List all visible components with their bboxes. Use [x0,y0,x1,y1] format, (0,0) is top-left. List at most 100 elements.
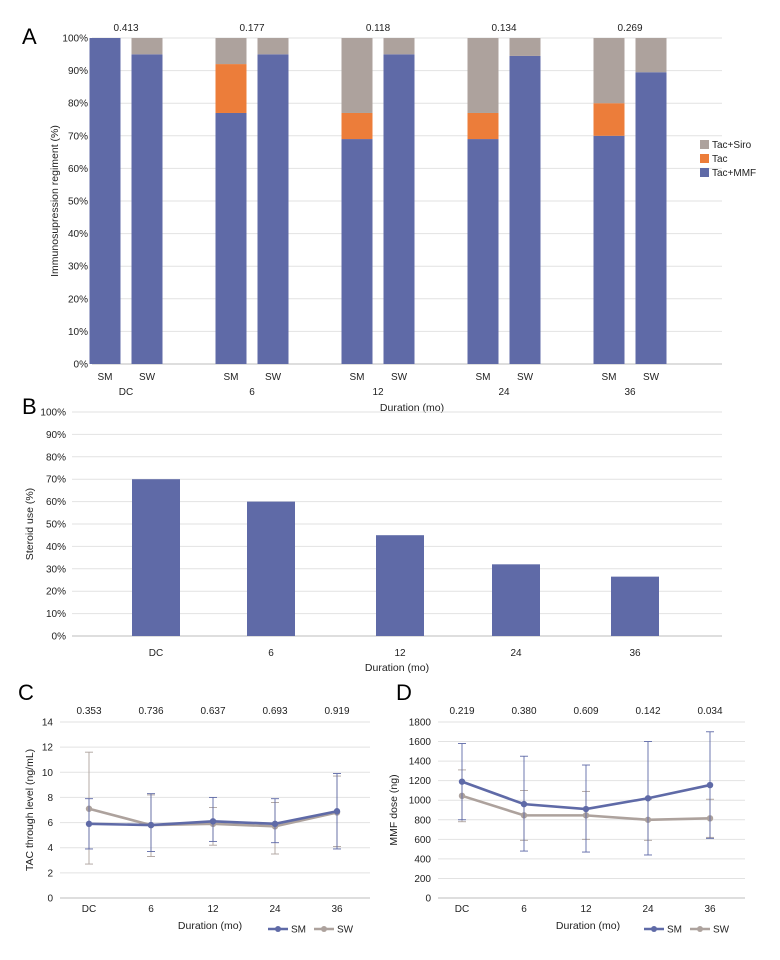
x-tick-label: 36 [331,904,343,915]
group-label: DC [119,387,133,398]
legend-swatch [700,168,709,177]
y-tick-label: 50% [46,520,66,531]
x-tick-label: 6 [148,904,154,915]
y-axis-title: Immunosupression regiment (%) [49,125,61,277]
legend-label: Tac+Siro [712,140,752,151]
legend-label: Tac [712,154,728,165]
x-tick-label: DC [149,648,163,659]
y-tick-label: 2 [47,868,53,879]
bar-segment-tac-siro [131,38,163,55]
y-tick-label: 1200 [409,776,432,787]
p-value-label: 0.142 [635,706,660,717]
x-tick-label: 12 [394,648,406,659]
panel-letter-d: D [396,680,412,705]
y-tick-label: 0% [52,632,67,643]
y-tick-label: 50% [68,197,88,208]
y-tick-label: 80% [46,452,66,463]
group-label: 36 [624,387,636,398]
bar-segment-tac-siro [341,38,373,113]
panel-a-stacked-bar-chart: 0% 10% 20% 30% 40% 50% 60% 70% 80% 90% 100% SM SW DC 0… [49,23,756,414]
y-tick-label: 4 [47,843,53,854]
y-tick-label: 0 [425,894,431,905]
panel-c-line-chart: 02468101214DC0.35360.736120.637240.69336… [24,706,370,936]
y-tick-label: 600 [414,835,431,846]
y-tick-label: 80% [68,99,88,110]
p-value-label: 0.637 [200,706,225,717]
y-tick-label: 60% [46,497,66,508]
p-value-label: 0.413 [113,23,138,34]
data-point-sm [706,781,714,789]
p-value-label: 0.134 [491,23,516,34]
panel-d-line-chart: 0 200 400 600 800 1000 1200 1400 1600 1800 DC 0.219… [388,706,745,936]
y-tick-label: 20% [46,587,66,598]
x-tick-label: 24 [510,648,522,659]
bar-label: SW [139,372,156,383]
data-point-sm [271,820,279,828]
p-value-label: 0.269 [617,23,642,34]
bar-segment-tac-mmf [509,55,541,365]
bar-label: SM [224,372,239,383]
bar-segment-tac-mmf [257,54,289,365]
x-tick-label: 36 [704,904,716,915]
data-point-sm [333,808,341,815]
x-tick-label: DC [82,904,96,915]
data-point-sm [582,805,590,813]
x-tick-label: 24 [642,904,654,915]
y-tick-label: 100% [40,408,66,419]
legend-marker-sm [651,926,657,932]
y-tick-label: 400 [414,854,431,865]
x-axis-title: Duration (mo) [380,402,444,414]
panel-letter-c: C [18,680,34,705]
y-tick-label: 10 [42,768,54,779]
y-tick-label: 0% [74,360,89,371]
y-tick-label: 90% [46,430,66,441]
x-axis-title: Duration (mo) [365,662,429,674]
p-value-label: 0.609 [573,706,598,717]
bar-label: SW [391,372,408,383]
bar-segment-tac-siro [635,38,667,73]
p-value-label: 0.736 [138,706,163,717]
bar-segment-tac [467,112,499,140]
y-tick-label: 6 [47,818,53,829]
y-tick-label: 60% [68,164,88,175]
y-tick-label: 12 [42,743,54,754]
legend-label: SM [291,925,306,936]
p-value-label: 0.034 [697,706,722,717]
bar-segment-tac-siro [509,38,541,56]
x-tick-label: 24 [269,904,281,915]
bar [132,479,180,636]
data-point-sm [644,795,652,802]
bar-segment-tac-siro [467,38,499,113]
p-value-label: 0.177 [239,23,264,34]
x-tick-label: 36 [629,648,641,659]
bar-segment-tac-mmf [215,112,247,364]
y-tick-label: 8 [47,793,53,804]
bar-segment-tac-mmf [341,139,373,364]
bar-label: SW [643,372,660,383]
bar-segment-tac [593,103,625,136]
legend-label: SW [337,925,354,936]
bar-label: SW [265,372,282,383]
y-tick-label: 800 [414,815,431,826]
p-value-label: 0.380 [511,706,536,717]
legend-label: SW [713,925,730,936]
bar-segment-tac-mmf [131,54,163,365]
bar-segment-tac [341,112,373,140]
y-tick-label: 90% [68,66,88,77]
y-tick-label: 30% [46,564,66,575]
y-tick-label: 20% [68,294,88,305]
group-label: 12 [372,387,384,398]
y-tick-label: 10% [46,609,66,620]
legend-label: Tac+MMF [712,168,756,179]
x-axis-title: Duration (mo) [178,920,242,932]
bar-segment-tac-mmf [383,54,415,365]
legend-marker-sw [321,926,327,932]
bar-segment-tac-mmf [593,135,625,364]
y-tick-label: 100% [62,34,88,45]
y-tick-label: 70% [46,475,66,486]
y-axis-title: MMF dose (ng) [388,774,400,845]
p-value-label: 0.219 [449,706,474,717]
x-axis-title: Duration (mo) [556,920,620,932]
group-label: 6 [249,387,255,398]
bar [611,576,659,636]
